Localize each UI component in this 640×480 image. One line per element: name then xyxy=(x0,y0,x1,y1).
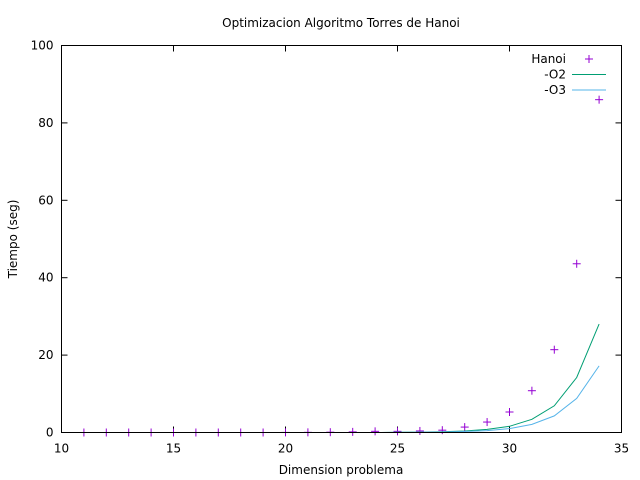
legend-label: Hanoi xyxy=(531,52,566,66)
legend-swatch-marker xyxy=(585,55,593,63)
data-point-hanoi xyxy=(348,427,357,436)
data-point-hanoi xyxy=(393,427,402,436)
x-tick-label: 10 xyxy=(54,442,69,456)
y-tick-label: 80 xyxy=(38,116,53,130)
series-line-o2 xyxy=(83,323,600,433)
data-point-hanoi xyxy=(483,418,492,427)
series-layer xyxy=(79,95,604,437)
data-point-hanoi xyxy=(505,407,514,416)
y-axis-title: Tiempo (seg) xyxy=(6,200,20,280)
legend-label: -O2 xyxy=(544,68,566,82)
x-tick-label: 25 xyxy=(390,442,405,456)
y-tick-label: 60 xyxy=(38,193,53,207)
chart-title: Optimizacion Algoritmo Torres de Hanoi xyxy=(222,16,460,30)
x-tick-label: 20 xyxy=(278,442,293,456)
x-tick-label: 35 xyxy=(614,442,629,456)
plot-area-border xyxy=(61,45,622,433)
data-point-hanoi xyxy=(460,423,469,432)
y-tick-label: 20 xyxy=(38,348,53,362)
data-point-hanoi xyxy=(550,345,559,354)
data-point-hanoi xyxy=(595,95,604,104)
x-tick-label: 30 xyxy=(502,442,517,456)
axis-ticks: 10 15 20 25 30 35 0 20 40 60 80 100 xyxy=(31,39,630,456)
x-axis-title: Dimension problema xyxy=(279,463,404,477)
data-point-hanoi xyxy=(415,426,424,435)
data-point-hanoi xyxy=(527,386,536,395)
legend: Hanoi -O2-O3 xyxy=(531,52,606,97)
legend-label: -O3 xyxy=(544,83,566,97)
y-tick-label: 40 xyxy=(38,271,53,285)
y-tick-label: 100 xyxy=(31,39,54,53)
x-tick-label: 15 xyxy=(166,442,181,456)
data-point-hanoi xyxy=(371,427,380,436)
data-point-hanoi xyxy=(572,259,581,268)
y-tick-label: 0 xyxy=(46,426,54,440)
